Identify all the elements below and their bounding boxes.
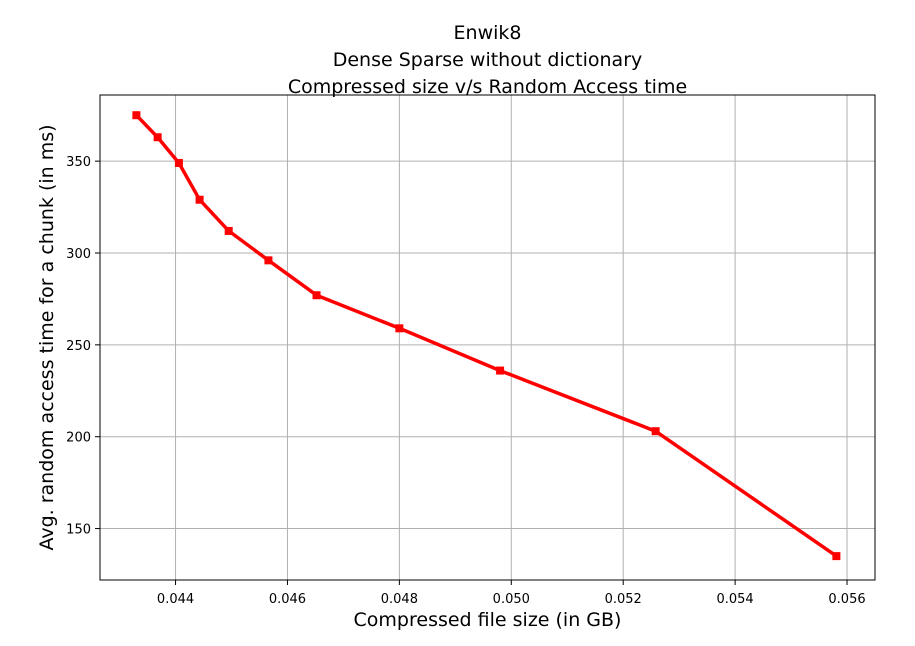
data-point [395,324,404,333]
data-point [312,291,321,300]
data-point [264,256,273,265]
chart-title-line: Compressed size v/s Random Access time [288,76,687,98]
data-point [132,111,141,120]
data-point [651,427,660,436]
y-tick-label: 150 [66,523,91,538]
chart-title-line: Enwik8 [454,22,522,44]
x-tick-label: 0.050 [493,592,530,607]
plot-area [99,94,876,581]
chart-title: Enwik8 Dense Sparse without dictionary Com… [288,22,687,98]
x-axis-ticks: 0.044 0.046 0.048 0.050 0.052 0.054 0.056 [157,580,866,607]
chart-title-line: Dense Sparse without dictionary [333,49,643,71]
x-tick-label: 0.056 [828,592,865,607]
y-tick-label: 200 [66,431,91,446]
series-line [135,113,838,558]
data-point [832,552,841,561]
x-tick-label: 0.048 [381,592,418,607]
y-tick-label: 250 [66,339,91,354]
data-point [224,226,233,235]
grid [100,95,875,580]
data-point [496,366,505,375]
x-tick-label: 0.054 [716,592,753,607]
x-tick-label: 0.052 [605,592,642,607]
y-axis-label: Avg. random access time for a chunk (in … [36,124,58,550]
x-tick-label: 0.044 [157,592,194,607]
data-point [195,195,204,204]
x-axis-label: Compressed file size (in GB) [354,609,622,631]
data-point [174,158,183,167]
y-tick-label: 300 [66,247,91,262]
data-point [153,133,162,142]
y-tick-label: 350 [66,155,91,170]
x-tick-label: 0.046 [269,592,306,607]
series-group [132,111,841,561]
y-axis-ticks: 150 200 250 300 350 [66,155,100,538]
